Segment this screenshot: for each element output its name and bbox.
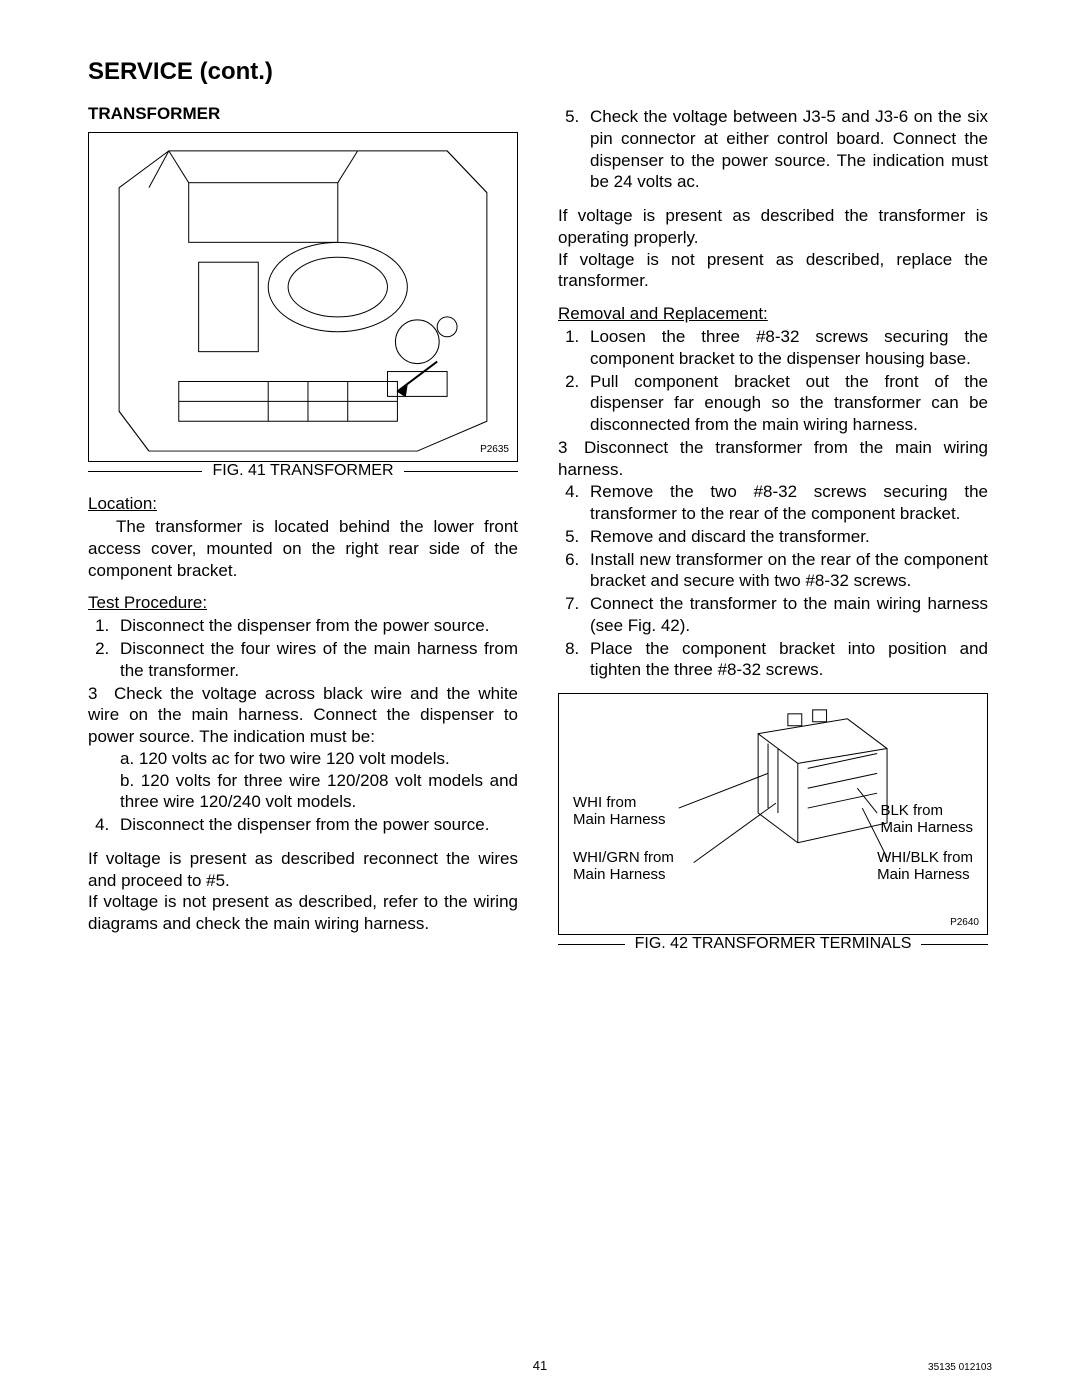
after-test-note-1: If voltage is present as described recon…: [88, 848, 518, 892]
test-step-2: Disconnect the four wires of the main ha…: [114, 638, 518, 682]
removal-step-4: Remove the two #8-32 screws securing the…: [584, 481, 988, 525]
col2-note-1: If voltage is present as described the t…: [558, 205, 988, 249]
fig42-label-whigrn: WHI/GRN from Main Harness: [573, 849, 674, 884]
caption-rule-left: [88, 471, 202, 472]
page-title: SERVICE (cont.): [88, 58, 992, 86]
location-text: The transformer is located behind the lo…: [88, 516, 518, 581]
removal-step-8: Place the component bracket into positio…: [584, 638, 988, 682]
fig42-label-blk: BLK from Main Harness: [880, 802, 973, 837]
caption-rule-left-2: [558, 944, 625, 945]
test-step-5: Check the voltage between J3-5 and J3-6 …: [584, 106, 988, 193]
removal-step-5: Remove and discard the transformer.: [584, 526, 988, 548]
figure-41-caption-row: FIG. 41 TRANSFORMER: [88, 462, 518, 480]
figure-42-caption-row: FIG. 42 TRANSFORMER TERMINALS: [558, 935, 988, 953]
figure-42-box: WHI from Main Harness WHI/GRN from Main …: [558, 693, 988, 935]
page-number: 41: [0, 1358, 1080, 1373]
test-procedure-list: Disconnect the dispenser from the power …: [88, 615, 518, 836]
figure-41-code: P2635: [480, 444, 509, 455]
fig42-label-whi: WHI from Main Harness: [573, 794, 666, 829]
after-test-note-2: If voltage is not present as described, …: [88, 891, 518, 935]
document-number: 35135 012103: [928, 1362, 992, 1373]
figure-41-illustration: [89, 133, 517, 461]
removal-step-1: Loosen the three #8-32 screws securing t…: [584, 326, 988, 370]
removal-heading: Removal and Replacement:: [558, 304, 988, 324]
test-procedure-heading: Test Procedure:: [88, 593, 518, 613]
removal-step-6: Install new transformer on the rear of t…: [584, 549, 988, 593]
test-step-1: Disconnect the dispenser from the power …: [114, 615, 518, 637]
location-heading: Location:: [88, 494, 518, 514]
left-column: TRANSFORMER: [88, 104, 518, 967]
test-step-3b: b. 120 volts for three wire 120/208 volt…: [120, 770, 518, 814]
transformer-heading: TRANSFORMER: [88, 104, 518, 124]
col2-note-2: If voltage is not present as described, …: [558, 249, 988, 293]
test-continuation-list: Check the voltage between J3-5 and J3-6 …: [558, 106, 988, 193]
figure-41-caption: FIG. 41 TRANSFORMER: [202, 462, 403, 480]
page: SERVICE (cont.) TRANSFORMER: [0, 0, 1080, 1397]
two-column-layout: TRANSFORMER: [88, 104, 992, 967]
test-step-4: Disconnect the dispenser from the power …: [114, 814, 518, 836]
caption-rule-right: [404, 471, 518, 472]
removal-step-7: Connect the transformer to the main wiri…: [584, 593, 988, 637]
fig42-label-whiblk: WHI/BLK from Main Harness: [877, 849, 973, 884]
test-step-3-wrapper: 3Check the voltage across black wire and…: [82, 683, 518, 814]
caption-rule-right-2: [921, 944, 988, 945]
removal-list: Loosen the three #8-32 screws securing t…: [558, 326, 988, 681]
removal-step-3: Disconnect the transformer from the main…: [558, 438, 988, 479]
test-step-3: Check the voltage across black wire and …: [88, 684, 518, 747]
figure-42-caption: FIG. 42 TRANSFORMER TERMINALS: [625, 935, 922, 953]
right-column: Check the voltage between J3-5 and J3-6 …: [558, 104, 988, 967]
test-step-3a: a. 120 volts ac for two wire 120 volt mo…: [120, 748, 518, 770]
removal-step-3-wrapper: 3Disconnect the transformer from the mai…: [552, 437, 988, 481]
figure-42-code: P2640: [950, 917, 979, 928]
figure-41-box: P2635: [88, 132, 518, 462]
removal-step-2: Pull component bracket out the front of …: [584, 371, 988, 436]
